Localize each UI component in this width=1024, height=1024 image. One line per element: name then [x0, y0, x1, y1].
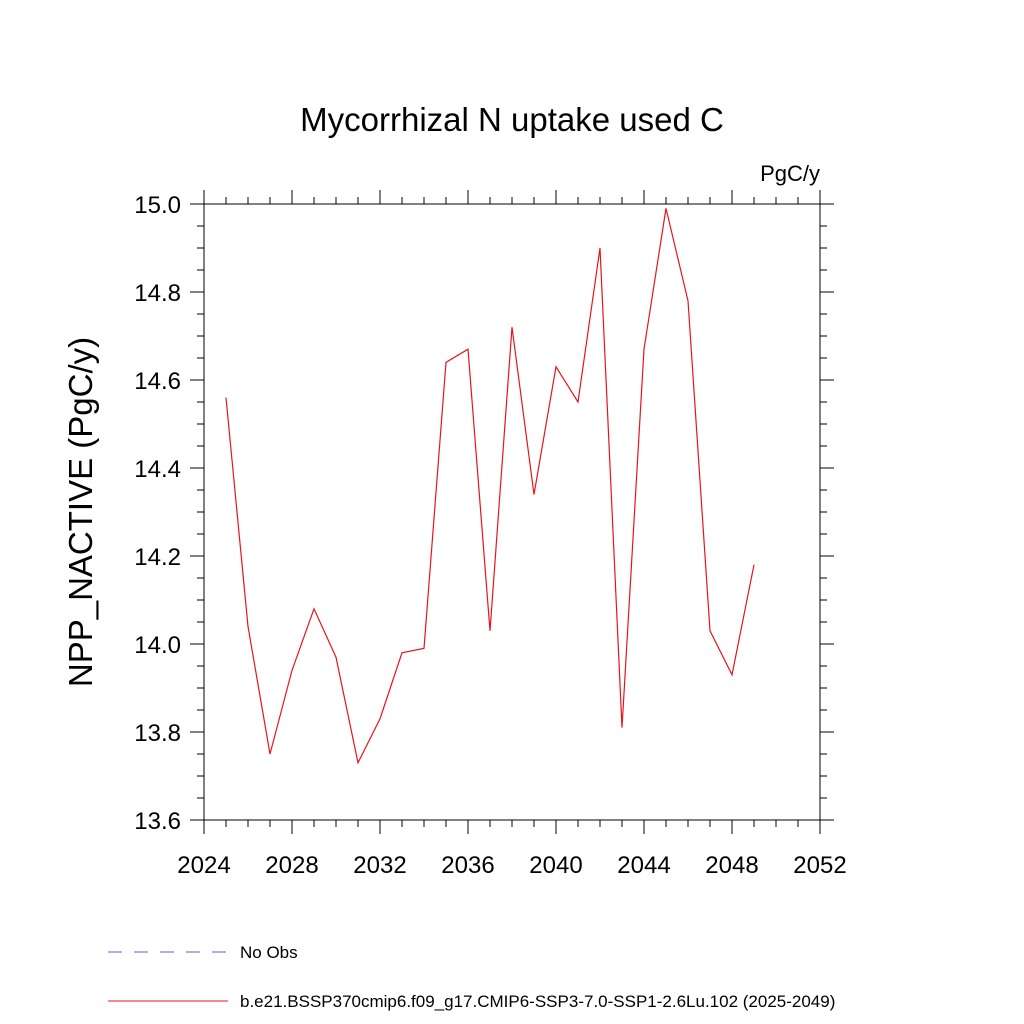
units-label: PgC/y	[760, 161, 820, 186]
chart-title: Mycorrhizal N uptake used C	[300, 101, 724, 138]
x-tick-label: 2044	[617, 852, 670, 879]
y-tick-label: 14.0	[134, 632, 181, 659]
x-tick-label: 2040	[529, 852, 582, 879]
series-layer	[225, 208, 755, 765]
x-tick-label: 2024	[177, 852, 230, 879]
y-tick-label: 14.6	[134, 368, 181, 395]
x-tick-label: 2052	[793, 852, 846, 879]
y-axis-label: NPP_NACTIVE (PgC/y)	[62, 337, 99, 687]
series-line	[225, 208, 755, 765]
y-tick-label: 15.0	[134, 192, 181, 219]
y-tick-label: 14.8	[134, 280, 181, 307]
x-tick-label: 2036	[441, 852, 494, 879]
y-tick-label: 13.6	[134, 808, 181, 835]
x-tick-label: 2032	[353, 852, 406, 879]
axis-ticks	[190, 190, 834, 834]
y-tick-label: 14.2	[134, 544, 181, 571]
legend: No Obs b.e21.BSSP370cmip6.f09_g17.CMIP6-S…	[108, 943, 835, 1011]
y-tick-label: 14.4	[134, 456, 181, 483]
x-tick-label: 2028	[265, 852, 318, 879]
legend-label: b.e21.BSSP370cmip6.f09_g17.CMIP6-SSP3-7.…	[240, 992, 835, 1011]
axis-tick-labels: 2024 2028 2032 2036 2040 2044 2048 2052 13.6 13.8…	[134, 192, 846, 879]
x-tick-label: 2048	[705, 852, 758, 879]
legend-label: No Obs	[240, 943, 298, 962]
y-tick-label: 13.8	[134, 720, 181, 747]
plot-frame	[203, 203, 821, 821]
